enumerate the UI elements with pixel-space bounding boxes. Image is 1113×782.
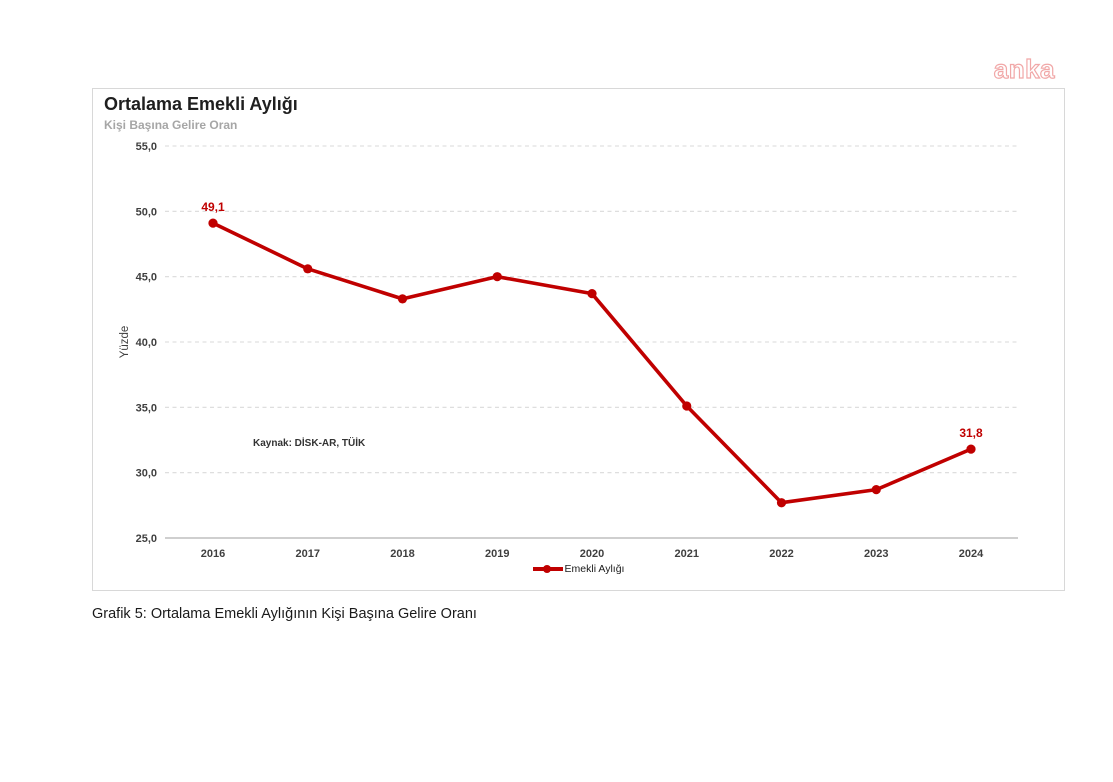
x-tick-label: 2016 <box>201 548 225 560</box>
x-tick-label: 2019 <box>485 548 509 560</box>
chart-subtitle: Kişi Başına Gelire Oran <box>104 118 238 132</box>
chart-title: Ortalama Emekli Aylığı <box>104 94 298 114</box>
x-tick-label: 2023 <box>864 548 888 560</box>
x-tick-label: 2018 <box>390 548 414 560</box>
data-point <box>303 264 313 274</box>
source-note: Kaynak: DİSK-AR, TÜİK <box>253 438 366 449</box>
legend-series-label: Emekli Aylığı <box>564 563 625 575</box>
x-tick-label: 2024 <box>959 548 984 560</box>
x-tick-label: 2020 <box>580 548 604 560</box>
figure-caption: Grafik 5: Ortalama Emekli Aylığının Kişi… <box>92 606 477 622</box>
data-point <box>966 444 976 454</box>
data-point <box>492 272 502 282</box>
anka-logo: anka <box>993 53 1055 84</box>
data-point <box>397 294 408 304</box>
line-chart-plot: 25,0 30,0 35,0 40,0 45,0 50,0 55,0 2016 2017 2018… <box>136 141 1018 560</box>
y-tick-label: 35,0 <box>136 402 157 414</box>
x-tick-label: 2017 <box>296 548 320 560</box>
x-tick-label: 2021 <box>675 548 699 560</box>
data-point <box>871 485 881 495</box>
y-tick-label: 55,0 <box>136 141 157 153</box>
y-tick-label: 40,0 <box>136 337 157 349</box>
point-label: 31,8 <box>959 426 983 440</box>
chart-card: Ortalama Emekli Aylığı Kişi Başına Gelir… <box>92 88 1065 591</box>
data-line <box>211 221 973 505</box>
y-tick-label: 50,0 <box>136 206 157 218</box>
data-point <box>682 401 692 411</box>
data-point <box>208 218 218 228</box>
legend-dot-icon <box>542 565 551 573</box>
data-point <box>587 289 597 299</box>
point-label: 49,1 <box>201 200 225 214</box>
y-tick-label: 30,0 <box>136 468 157 480</box>
legend: Emekli Aylığı <box>93 563 1064 575</box>
x-tick-label: 2022 <box>769 548 793 560</box>
legend-line-marker-icon <box>532 565 563 573</box>
y-tick-label: 45,0 <box>136 272 157 284</box>
y-tick-label: 25,0 <box>136 533 157 545</box>
data-point <box>776 498 787 508</box>
